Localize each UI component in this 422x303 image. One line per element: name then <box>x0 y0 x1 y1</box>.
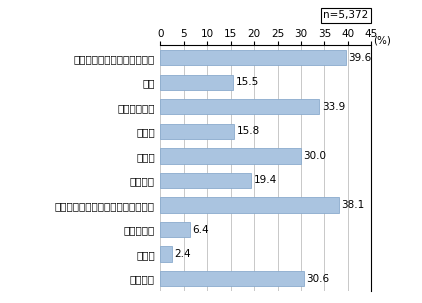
Bar <box>160 148 301 164</box>
Text: 39.6: 39.6 <box>349 53 372 63</box>
Text: 38.1: 38.1 <box>341 200 365 210</box>
Text: 30.6: 30.6 <box>306 274 329 284</box>
Text: 15.5: 15.5 <box>235 77 259 87</box>
Text: 2.4: 2.4 <box>174 249 191 259</box>
Bar <box>160 50 346 65</box>
Text: 19.4: 19.4 <box>254 175 277 185</box>
Bar <box>160 173 252 188</box>
Text: (%): (%) <box>373 35 391 45</box>
Bar <box>160 75 233 90</box>
Text: 15.8: 15.8 <box>237 126 260 136</box>
Bar <box>160 99 319 115</box>
Bar <box>160 246 172 262</box>
Bar <box>160 197 339 213</box>
Text: n=5,372: n=5,372 <box>323 10 368 20</box>
Text: 33.9: 33.9 <box>322 102 345 112</box>
Bar <box>160 222 190 237</box>
Bar <box>160 271 304 286</box>
Bar <box>160 124 235 139</box>
Text: 6.4: 6.4 <box>193 225 209 235</box>
Text: 30.0: 30.0 <box>303 151 326 161</box>
